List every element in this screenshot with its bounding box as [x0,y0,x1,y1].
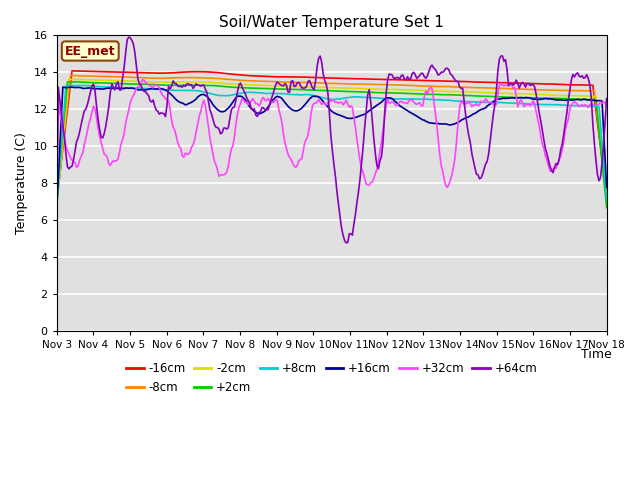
+8cm [246,89,253,95]
+64cm [603,96,611,101]
+8cm [53,205,61,211]
-2cm [573,93,581,99]
+8cm [573,103,581,108]
-16cm [53,198,61,204]
+16cm [59,84,67,90]
-8cm [53,200,61,206]
-16cm [68,68,76,74]
+8cm [122,85,129,91]
-8cm [218,76,226,82]
+2cm [218,84,226,89]
+2cm [237,85,244,91]
+32cm [295,158,303,164]
Line: +16cm: +16cm [57,87,607,208]
Line: +64cm: +64cm [57,37,607,243]
+2cm [122,81,129,87]
+64cm [246,100,253,106]
-16cm [573,82,581,88]
+8cm [295,92,303,97]
+16cm [237,93,244,99]
+32cm [603,103,611,108]
+64cm [237,80,244,86]
+2cm [73,79,81,84]
Line: +2cm: +2cm [57,82,607,208]
-16cm [295,74,303,80]
-8cm [295,80,303,85]
+32cm [120,131,128,136]
-16cm [237,72,244,78]
+2cm [246,85,253,91]
-2cm [246,82,253,88]
+64cm [53,202,61,207]
+16cm [218,109,226,115]
+8cm [65,83,73,88]
-16cm [603,193,611,199]
+64cm [342,240,350,246]
Line: +32cm: +32cm [57,80,607,214]
+8cm [237,90,244,96]
+64cm [125,34,132,40]
+64cm [218,130,226,136]
+16cm [295,107,303,113]
-2cm [218,81,226,86]
+32cm [246,101,253,107]
-2cm [65,76,73,82]
+2cm [53,195,61,201]
-16cm [122,69,129,75]
+2cm [573,96,581,102]
-8cm [237,77,244,83]
+8cm [218,93,226,98]
-2cm [295,84,303,89]
-8cm [603,195,611,201]
Text: EE_met: EE_met [65,45,116,58]
-2cm [603,196,611,202]
-2cm [122,78,129,84]
+32cm [218,172,226,178]
+16cm [122,85,129,91]
+2cm [603,205,611,211]
Line: -2cm: -2cm [57,79,607,205]
X-axis label: Time: Time [581,348,612,361]
-8cm [67,72,74,78]
Line: -16cm: -16cm [57,71,607,201]
Line: +8cm: +8cm [57,85,607,208]
-8cm [573,88,581,94]
Title: Soil/Water Temperature Set 1: Soil/Water Temperature Set 1 [220,15,444,30]
-8cm [122,74,129,80]
+8cm [603,197,611,203]
Legend: -16cm, -8cm, -2cm, +2cm, +8cm, +16cm, +32cm, +64cm: -16cm, -8cm, -2cm, +2cm, +8cm, +16cm, +3… [121,357,542,398]
+32cm [237,100,244,106]
+32cm [53,211,61,216]
+64cm [120,65,128,71]
-16cm [246,73,253,79]
+2cm [295,86,303,92]
-8cm [246,78,253,84]
-2cm [53,202,61,208]
+64cm [295,80,303,85]
+32cm [573,102,581,108]
+16cm [573,96,581,102]
-2cm [237,82,244,87]
+16cm [53,205,61,211]
+32cm [139,77,147,83]
+16cm [603,184,611,190]
Line: -8cm: -8cm [57,75,607,203]
Y-axis label: Temperature (C): Temperature (C) [15,132,28,234]
+16cm [246,104,253,110]
-16cm [218,70,226,76]
+64cm [575,73,583,79]
